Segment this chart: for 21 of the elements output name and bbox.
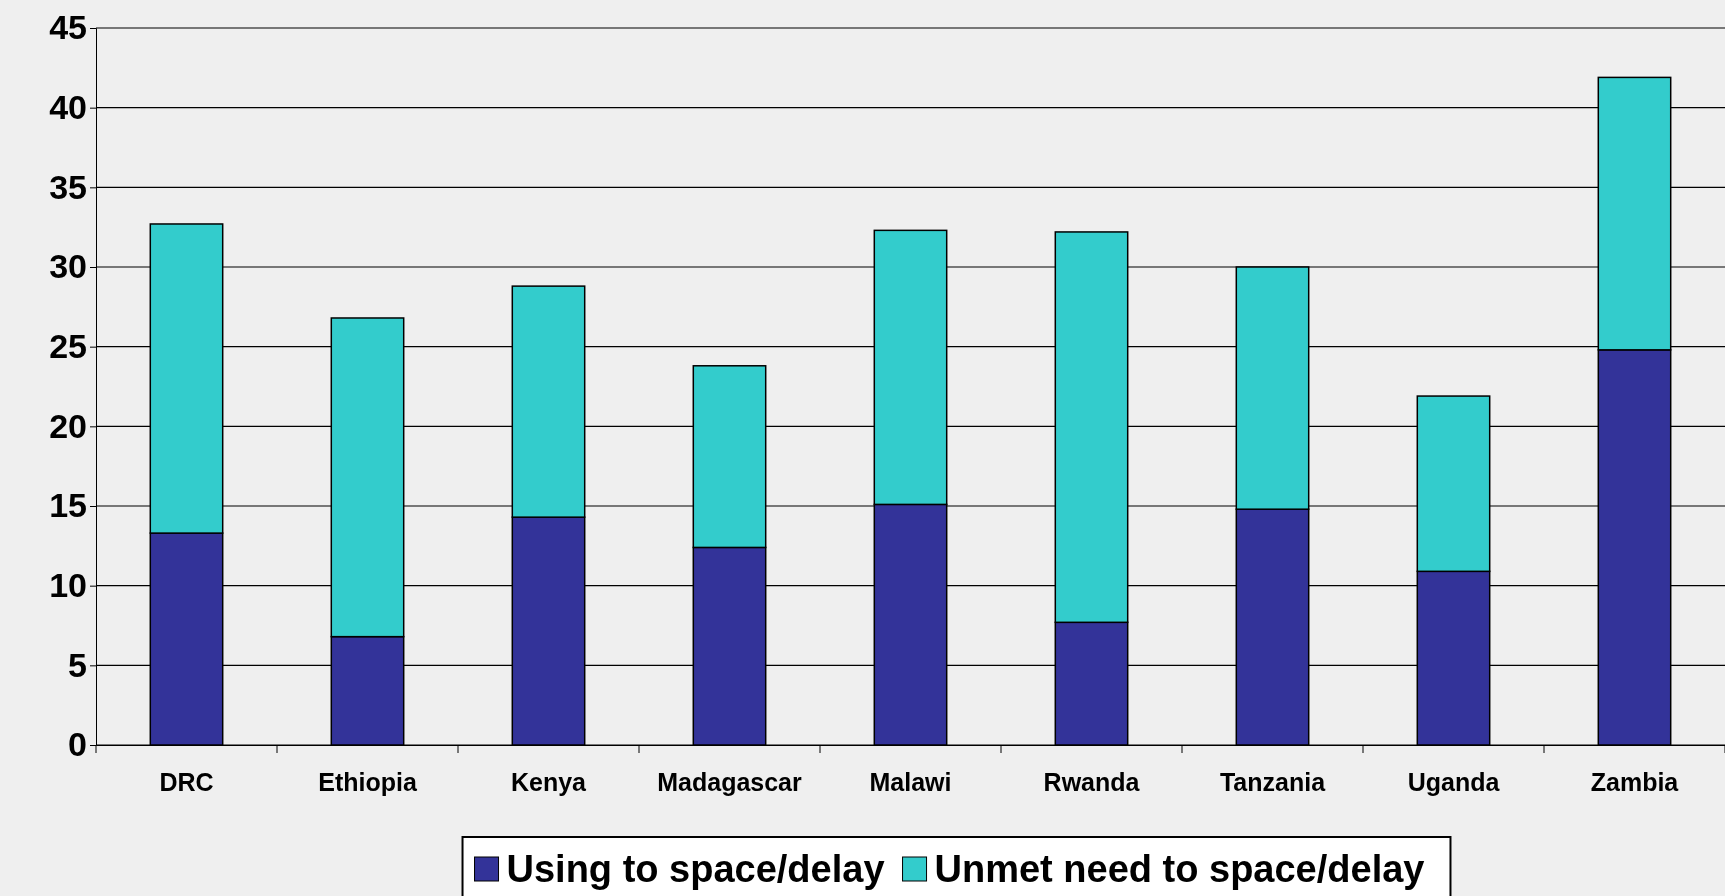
y-tick-label: 20 [49, 406, 87, 445]
legend-label: Unmet need to space/delay [934, 848, 1425, 890]
x-tick-label: Uganda [1407, 767, 1501, 796]
x-tick-label: Kenya [510, 767, 588, 796]
y-tick-label: 35 [49, 167, 87, 206]
legend-label: Using to space/delay [506, 848, 885, 890]
x-tick-label: Malawi [869, 767, 952, 796]
y-tick-label: 45 [49, 8, 87, 47]
y-tick-label: 5 [68, 645, 87, 684]
x-tick-label: Rwanda [1043, 767, 1141, 796]
y-tick-label: 25 [49, 327, 87, 366]
x-tick-label: Madagascar [657, 767, 803, 796]
y-tick-label: 40 [49, 88, 87, 127]
y-tick-label: 10 [49, 566, 87, 605]
x-tick-label: Tanzania [1219, 767, 1327, 796]
y-tick-label: 15 [49, 486, 87, 525]
x-tick-label: Zambia [1590, 767, 1680, 796]
x-tick-label: DRC [159, 767, 214, 796]
y-tick-label: 0 [68, 725, 87, 764]
x-tick-label: Ethiopia [318, 767, 418, 796]
y-tick-label: 30 [49, 247, 87, 286]
